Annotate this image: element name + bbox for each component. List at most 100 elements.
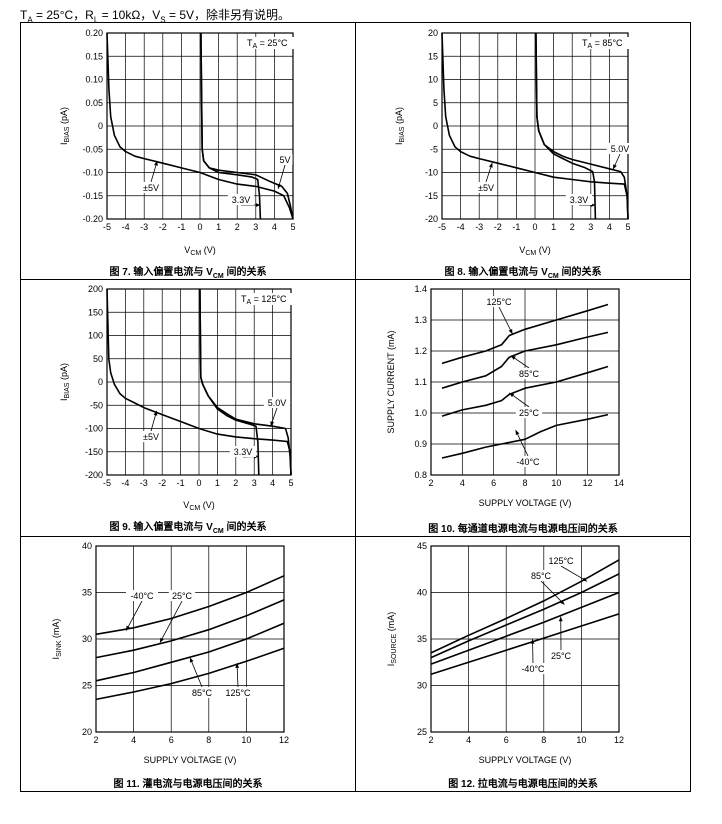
x-tick-label: 1 — [215, 478, 220, 488]
series-line — [441, 303, 609, 365]
annotation-bg — [483, 296, 515, 307]
annotation-bg — [517, 663, 549, 674]
caption-fig8: 图 8. 输入偏置电流与 VCM 间的关系 — [356, 263, 690, 280]
annotation-label: 85°C — [531, 571, 552, 581]
y-axis-label: SUPPLY CURRENT (mA) — [386, 330, 396, 433]
x-tick-label: 8 — [206, 735, 211, 745]
plot-frame — [106, 32, 294, 220]
annotation-arrowhead — [515, 430, 520, 436]
x-tick-label: 10 — [241, 735, 251, 745]
caption-fig7-pre: 图 7. 输入偏置电流与 — [109, 267, 207, 278]
caption-fig8-post: 间的关系 — [558, 267, 602, 278]
annotation-bg — [565, 194, 593, 205]
annotation-label: 3.3V — [232, 195, 251, 205]
y-tick-label: 25 — [417, 727, 427, 737]
rl-value: = 10kΩ，V — [98, 8, 161, 22]
annotation-arrowhead — [613, 164, 617, 170]
series-line — [200, 32, 262, 220]
annotation-bg — [263, 397, 291, 408]
annotation-bg — [168, 590, 196, 601]
x-tick-label: 2 — [235, 222, 240, 232]
plot-fig9: -5 -4 -3 -2 -1 0 1 2 3 4 5 200 150 100 50 0 -50 -100 -150 -… — [59, 284, 301, 512]
y-tick-label: 0.8 — [414, 470, 427, 480]
x-tick-label: 2 — [428, 478, 433, 488]
annotation-label: ±5V — [143, 183, 159, 193]
y-tick-label: -20 — [425, 214, 438, 224]
caption-fig8-pre: 图 8. 输入偏置电流与 — [444, 267, 542, 278]
y-tick-label: 50 — [93, 354, 103, 364]
y-tick-label: 1.3 — [414, 315, 427, 325]
plot-frame — [106, 288, 292, 476]
caption-fig9-post: 间的关系 — [223, 522, 267, 533]
annotation-label: -40°C — [130, 591, 154, 601]
x-tick-label: 10 — [551, 478, 561, 488]
panel-fig8: -5 -4 -3 -2 -1 0 1 2 3 4 5 20 15 10 5 0 -5 -10 -15 -20 VCM (… — [355, 22, 691, 280]
y-tick-label: -0.05 — [82, 144, 103, 154]
y-tick-label: -10 — [425, 168, 438, 178]
chart-fig10: 2 4 6 8 10 12 14 1.4 1.3 1.2 1.1 1.0 0.9 0.8 SUPPLY VO… — [386, 284, 624, 508]
y-tick-label: 35 — [82, 588, 92, 598]
y-tick-label: 20 — [82, 727, 92, 737]
annotation-label: -40°C — [521, 664, 545, 674]
annotation-pointer — [125, 600, 143, 631]
x-tick-label: 0 — [197, 222, 202, 232]
series-line — [441, 365, 609, 417]
x-tick-label: 2 — [570, 222, 575, 232]
x-tick-label: -5 — [103, 478, 111, 488]
panel-fig12: 2 4 6 8 10 12 45 40 35 30 25 SUPPLY VOLTAGE (V) ISOU… — [355, 536, 691, 792]
annotation-arrowhead — [488, 162, 493, 168]
x-tick-label: -4 — [457, 222, 465, 232]
annotation-label: TA = 25°C — [247, 38, 288, 50]
caption-fig7-post: 间的关系 — [223, 267, 267, 278]
annotation-arrowhead — [582, 577, 588, 582]
annotation-label: 85°C — [192, 688, 213, 698]
annotation-label: 3.3V — [234, 447, 253, 457]
series-line — [95, 575, 285, 636]
x-tick-label: -2 — [158, 478, 166, 488]
annotation-label: 25°C — [172, 591, 193, 601]
annotation-bg — [245, 37, 302, 49]
annotation-label: 3.3V — [570, 195, 589, 205]
y-tick-label: 1.4 — [414, 284, 427, 294]
annotation-pointer — [515, 429, 529, 457]
annotation-bg — [188, 687, 216, 698]
y-tick-label: -150 — [85, 447, 103, 457]
y-tick-label: 100 — [88, 331, 103, 341]
x-tick-label: 3 — [253, 222, 258, 232]
y-tick-label: 45 — [417, 541, 427, 551]
annotation-label: 25°C — [519, 408, 540, 418]
caption-fig7-sub: CM — [212, 273, 224, 280]
y-tick-label: 0.9 — [414, 439, 427, 449]
ta-value: = 25°C，R — [32, 8, 94, 22]
y-tick-label: 40 — [417, 588, 427, 598]
x-tick-label: 6 — [169, 735, 174, 745]
series-line — [535, 32, 597, 220]
annotation-pointer — [189, 657, 203, 688]
y-tick-label: 1.1 — [414, 377, 427, 387]
y-tick-label: -0.20 — [82, 214, 103, 224]
y-tick-label: 0.20 — [85, 28, 103, 38]
series-line — [430, 591, 620, 665]
x-tick-label: 8 — [522, 478, 527, 488]
series-line — [95, 599, 285, 659]
annotation-bg — [512, 456, 544, 467]
series-line — [441, 331, 609, 389]
plot-fig7: -5 -4 -3 -2 -1 0 1 2 3 4 5 0.20 0.15 0.10 0.05 0 -0.05 -0… — [59, 28, 302, 257]
annotation-bg — [140, 182, 162, 193]
annotation-bg — [547, 650, 575, 661]
annotation-label: ±5V — [143, 432, 159, 442]
annotation-arrowhead — [559, 599, 565, 605]
y-axis-label: ISINK (mA) — [51, 619, 63, 660]
series-line — [430, 613, 620, 676]
x-tick-label: 2 — [93, 735, 98, 745]
x-tick-label: 1 — [551, 222, 556, 232]
plot-frame — [441, 32, 629, 220]
y-axis-label: IBIAS (pA) — [59, 363, 71, 401]
y-tick-label: 20 — [428, 28, 438, 38]
x-tick-label: 4 — [270, 478, 275, 488]
y-axis-label: IBIAS (pA) — [394, 107, 406, 145]
annotation-bg — [515, 368, 543, 379]
y-tick-label: -200 — [85, 470, 103, 480]
chart-fig7: -5 -4 -3 -2 -1 0 1 2 3 4 5 0.20 0.15 0.10 0.05 0 -0.05 -0… — [59, 28, 302, 257]
